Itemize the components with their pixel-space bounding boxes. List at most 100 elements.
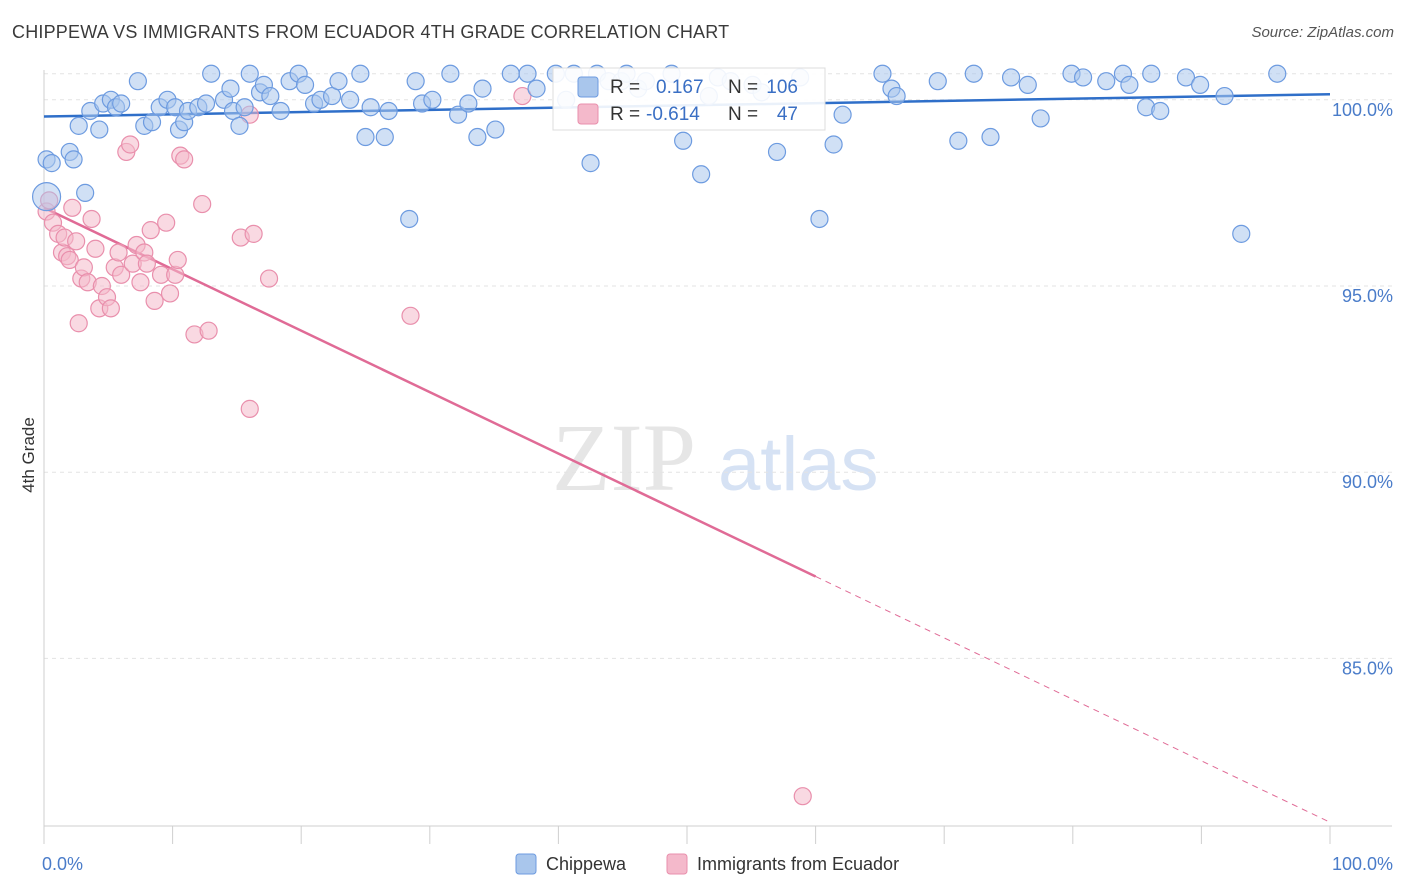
legend-swatch-ecuador bbox=[666, 853, 688, 875]
chippewa-point bbox=[473, 79, 492, 98]
chippewa-point bbox=[928, 72, 947, 91]
ecuador-point bbox=[112, 265, 131, 284]
legend: Chippewa Immigrants from Ecuador bbox=[515, 853, 899, 875]
chippewa-point bbox=[501, 64, 520, 83]
grid-lines bbox=[44, 73, 1392, 659]
ecuador-trend-line-extension bbox=[815, 576, 1331, 823]
ecuador-point bbox=[168, 250, 187, 270]
chippewa-point bbox=[824, 135, 843, 154]
ecuador-point bbox=[121, 135, 140, 154]
ecuador-point bbox=[244, 224, 263, 243]
y-tick-labels: 85.0% 90.0% 95.0% 100.0% bbox=[1332, 100, 1393, 679]
chippewa-point bbox=[271, 101, 290, 121]
chippewa-point bbox=[810, 209, 829, 229]
ecuador-trend-line bbox=[43, 206, 817, 578]
stats-r-value-2: -0.614 bbox=[646, 104, 700, 125]
chippewa-point bbox=[196, 94, 216, 113]
x-tick-label-end: 100.0% bbox=[1332, 854, 1393, 874]
stats-n-label-1: N = bbox=[728, 77, 758, 98]
ecuador-point bbox=[145, 291, 164, 310]
chippewa-point bbox=[1018, 75, 1037, 94]
chippewa-point bbox=[1232, 224, 1251, 243]
stats-swatch-ecuador bbox=[577, 103, 599, 125]
ecuador-point bbox=[101, 299, 120, 318]
chippewa-point bbox=[527, 79, 546, 98]
stats-r-label-1: R = bbox=[610, 77, 640, 98]
chippewa-point bbox=[767, 142, 787, 162]
legend-label-ecuador: Immigrants from Ecuador bbox=[697, 854, 899, 874]
y-tick-label: 95.0% bbox=[1342, 286, 1393, 306]
chippewa-point bbox=[230, 116, 249, 135]
ecuador-point bbox=[67, 232, 86, 251]
ecuador-point bbox=[74, 258, 93, 277]
chippewa-point bbox=[448, 105, 468, 124]
stats-n-label-2: N = bbox=[728, 104, 758, 125]
chippewa-point bbox=[235, 98, 254, 117]
chippewa-point bbox=[873, 64, 892, 83]
ecuador-point bbox=[82, 209, 101, 229]
ecuador-point bbox=[69, 314, 88, 333]
chippewa-point bbox=[441, 64, 460, 83]
chippewa-point bbox=[459, 94, 478, 113]
chippewa-point bbox=[76, 183, 95, 202]
watermark-atlas: atlas bbox=[718, 422, 879, 507]
chippewa-point bbox=[221, 79, 240, 98]
y-tick-label: 90.0% bbox=[1342, 472, 1393, 492]
chippewa-point bbox=[64, 150, 83, 169]
source-credit: Source: ZipAtlas.com bbox=[1251, 24, 1394, 41]
chippewa-point bbox=[1268, 64, 1287, 83]
stats-n-value-2: 47 bbox=[777, 104, 798, 125]
chippewa-point bbox=[202, 64, 221, 83]
ecuador-point bbox=[157, 213, 176, 232]
chippewa-point bbox=[1142, 64, 1161, 83]
chippewa-point bbox=[964, 64, 983, 83]
x-tick-labels: 0.0% 100.0% bbox=[42, 854, 1393, 874]
ecuador-point bbox=[513, 86, 532, 106]
ecuador-point bbox=[240, 399, 259, 418]
stats-n-value-1: 106 bbox=[766, 77, 798, 98]
chippewa-point bbox=[1001, 68, 1021, 87]
ecuador-point bbox=[793, 787, 812, 806]
chippewa-point bbox=[240, 64, 259, 83]
chippewa-point bbox=[361, 98, 380, 117]
chippewa-point bbox=[90, 120, 109, 139]
stats-r-value-1: 0.167 bbox=[656, 77, 704, 98]
chippewa-point bbox=[69, 116, 88, 135]
ecuador-point bbox=[137, 254, 156, 273]
ecuador-point bbox=[199, 321, 218, 340]
chippewa-point bbox=[423, 90, 442, 109]
immigrants-ecuador-points bbox=[37, 86, 812, 806]
chippewa-point bbox=[1191, 75, 1210, 94]
chippewa-point bbox=[128, 72, 147, 91]
immigrants-ecuador-trend bbox=[43, 206, 1331, 823]
chippewa-point bbox=[518, 64, 537, 83]
chippewa-point bbox=[887, 86, 906, 106]
chippewa-point bbox=[351, 64, 370, 83]
chippewa-point bbox=[833, 105, 852, 124]
chippewa-point bbox=[949, 131, 968, 150]
chippewa-point bbox=[329, 72, 348, 91]
chart-title: CHIPPEWA VS IMMIGRANTS FROM ECUADOR 4TH … bbox=[12, 22, 730, 42]
chippewa-point bbox=[1176, 68, 1196, 87]
watermark-zip: ZIP bbox=[552, 404, 696, 511]
chippewa-point bbox=[692, 165, 711, 184]
chippewa-point bbox=[379, 101, 398, 121]
ecuador-point bbox=[193, 194, 212, 214]
chippewa-point bbox=[112, 94, 131, 113]
ecuador-point bbox=[259, 269, 279, 288]
ecuador-point bbox=[86, 239, 105, 258]
stats-box: R = 0.167 N = 106 R = -0.614 N = 47 bbox=[552, 67, 826, 131]
chippewa-point bbox=[486, 120, 505, 139]
stats-r-label-2: R = bbox=[610, 104, 640, 125]
chippewa-point bbox=[375, 127, 394, 147]
legend-swatch-chippewa bbox=[515, 853, 537, 875]
ecuador-point bbox=[60, 250, 79, 270]
chippewa-point bbox=[31, 182, 62, 212]
chippewa-point bbox=[981, 127, 1000, 147]
ecuador-point bbox=[109, 243, 128, 262]
chippewa-point bbox=[1073, 68, 1093, 87]
ecuador-point bbox=[63, 198, 82, 217]
ecuador-point bbox=[160, 284, 180, 303]
chippewa-point bbox=[468, 127, 487, 147]
chippewa-point bbox=[1120, 75, 1139, 94]
